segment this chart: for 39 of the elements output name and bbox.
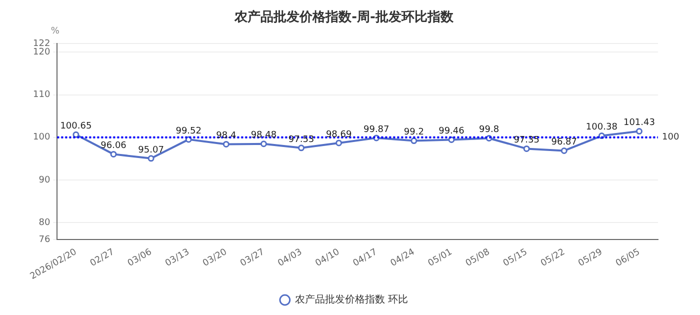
y-tick-label: 120	[32, 47, 50, 58]
y-tick-label: 76	[38, 235, 50, 246]
data-label: 101.43	[623, 118, 655, 128]
data-label: 97.53	[288, 134, 314, 145]
point	[148, 155, 154, 162]
point	[410, 138, 418, 144]
y-tick-label: 100	[32, 132, 50, 143]
point	[523, 145, 530, 152]
y-tick-label: 90	[38, 175, 50, 186]
point	[110, 150, 117, 158]
y-axis-title: %	[50, 26, 60, 36]
data-label: 95.07	[138, 145, 164, 156]
data-label: 96.06	[100, 141, 127, 152]
data-label: 99.46	[438, 126, 465, 137]
data-label: 99.87	[363, 124, 390, 135]
data-label: 98.48	[250, 130, 277, 141]
point	[636, 128, 642, 135]
data-label: 100.38	[586, 122, 618, 133]
point	[72, 131, 80, 138]
data-label: 99.52	[176, 126, 202, 136]
y-tick-label: 122	[32, 38, 50, 49]
point	[260, 140, 267, 148]
y-tick-label: 80	[38, 218, 50, 228]
data-label: 99.8	[478, 125, 500, 136]
chart-title: 农产品批发价格指数-周-批发环比指数	[234, 9, 454, 26]
point	[298, 144, 305, 152]
data-label: 98.4	[216, 131, 236, 142]
y-tick-label: 110	[32, 90, 50, 100]
point	[448, 136, 455, 143]
legend-label: 农产品批发价格指数 环比	[294, 294, 408, 306]
data-label: 100.65	[60, 121, 92, 132]
data-label: 99.2	[404, 128, 424, 138]
data-label: 97.35	[514, 136, 540, 146]
data-label: 98.69	[326, 130, 352, 140]
data-label: 96.87	[551, 138, 578, 148]
point	[336, 140, 342, 146]
point	[560, 147, 568, 154]
point	[222, 140, 230, 148]
ref-line-label: 100	[662, 132, 680, 143]
